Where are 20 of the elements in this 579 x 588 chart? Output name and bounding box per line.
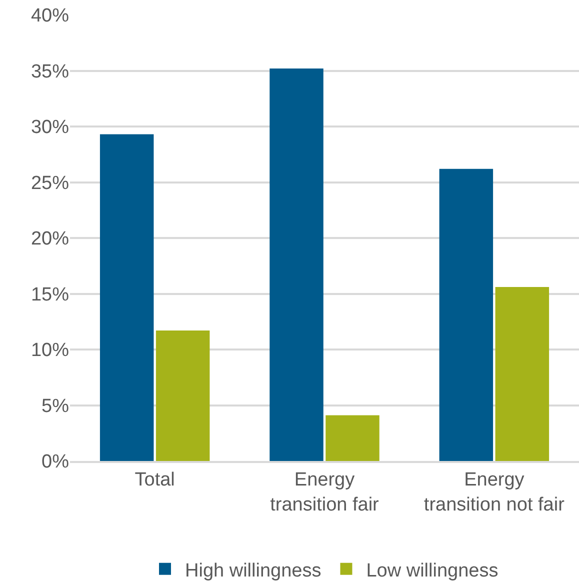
x-tick-label: Total (134, 470, 175, 491)
bar (326, 415, 380, 461)
x-tick-label: Energy transition not fair (424, 470, 566, 516)
y-tick-label: 5% (42, 396, 70, 417)
y-tick-label: 35% (30, 61, 70, 82)
y-tick-label: 30% (30, 117, 70, 138)
bar (270, 68, 324, 461)
bar (495, 287, 550, 461)
y-tick-label: 20% (30, 228, 70, 250)
y-tick-label: 15% (30, 284, 70, 306)
legend-label: High willingness (185, 560, 322, 582)
bar (100, 134, 154, 461)
bar (156, 330, 210, 461)
y-tick-label: 25% (30, 172, 70, 194)
y-tick-label: 10% (30, 340, 70, 362)
y-tick-label: 40% (30, 6, 70, 27)
bar (439, 168, 494, 461)
legend-label: Low willingness (366, 560, 498, 582)
x-tick-label: Energy transition fair (270, 470, 380, 516)
y-tick-label: 0% (42, 452, 70, 473)
